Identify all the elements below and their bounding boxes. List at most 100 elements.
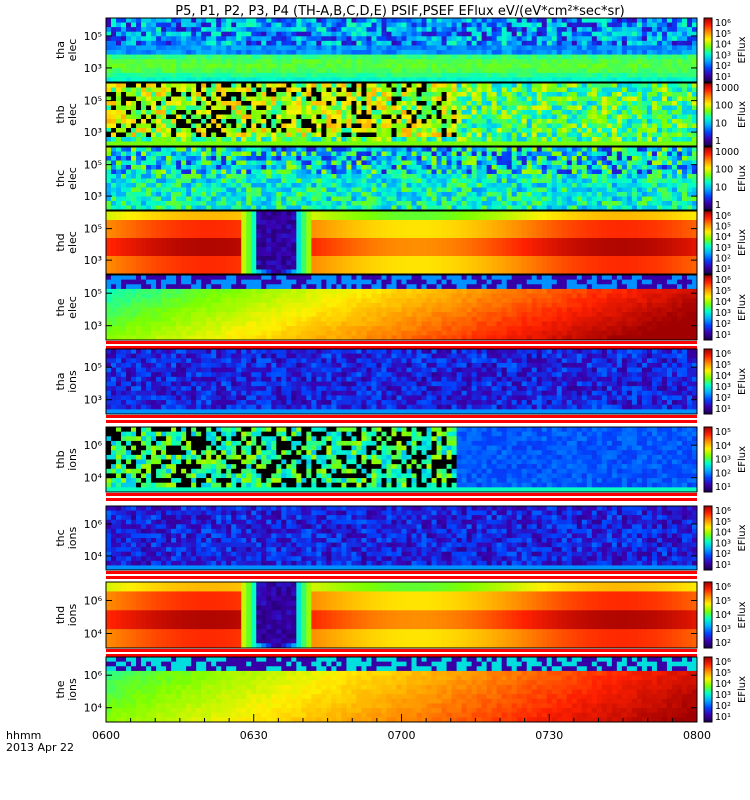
spectrogram-cell — [516, 31, 523, 37]
spectrogram-cell — [681, 18, 688, 23]
spectrogram-cell — [606, 192, 613, 197]
spectrogram-cell — [171, 205, 177, 211]
spectrogram-cell — [281, 72, 287, 78]
spectrogram-cell — [396, 63, 402, 69]
spectrogram-cell — [501, 36, 508, 42]
spectrogram-cell — [276, 205, 282, 211]
spectrogram-cell — [396, 22, 402, 28]
spectrogram-cell — [151, 110, 157, 115]
spectrogram-cell — [181, 156, 187, 161]
spectrogram-cell — [211, 87, 217, 93]
spectrogram-cell — [121, 178, 127, 184]
spectrogram-cell — [556, 141, 563, 147]
spectrogram-cell — [166, 132, 172, 138]
spectrogram-cell — [621, 165, 628, 170]
spectrogram-cell — [226, 183, 232, 188]
spectrogram-cell — [616, 160, 623, 166]
spectrogram-cell — [171, 87, 177, 93]
spectrogram-cell — [381, 128, 387, 133]
spectrogram-cell — [456, 110, 462, 115]
spectrogram-cell — [401, 96, 407, 102]
spectrogram-cell — [666, 87, 673, 93]
spectrogram-cell — [491, 36, 498, 42]
spectrogram-cell — [586, 96, 593, 102]
spectrogram-cell — [501, 119, 508, 124]
spectrogram-cell — [316, 201, 322, 206]
spectrogram-cell — [226, 178, 232, 184]
spectrogram-cell — [426, 114, 432, 120]
spectrogram-cell — [641, 101, 648, 106]
spectrogram-cell — [631, 101, 638, 106]
spectrogram-cell — [686, 187, 693, 193]
spectrogram-cell — [566, 147, 573, 152]
spectrogram-cell — [171, 59, 177, 65]
spectrogram-cell — [371, 31, 377, 37]
colorbar-tick-label: 10⁶ — [715, 18, 731, 29]
spectrogram-cell — [661, 147, 668, 152]
spectrogram-cell — [341, 50, 347, 55]
spectrogram-cell — [306, 101, 312, 106]
spectrogram-cell — [691, 169, 698, 175]
spectrogram-cell — [516, 22, 523, 28]
spectrogram-cell — [411, 160, 417, 166]
spectrogram-cell — [401, 165, 407, 170]
spectrogram-cell — [646, 63, 653, 69]
spectrogram-cell — [606, 178, 613, 184]
spectrogram-cell — [611, 96, 618, 102]
spectrogram-cell — [501, 22, 508, 28]
spectrogram-cell — [286, 77, 292, 83]
spectrogram-cell — [281, 50, 287, 55]
spectrogram-cell — [446, 174, 452, 179]
spectrogram-cell — [116, 151, 122, 157]
spectrogram-cell — [576, 156, 583, 161]
spectrogram-cell — [366, 123, 372, 129]
spectrogram-cell — [386, 187, 392, 193]
spectrogram-cell — [311, 87, 317, 93]
spectrogram-cell — [156, 192, 162, 197]
spectrogram-cell — [676, 201, 683, 206]
spectrogram-cell — [561, 101, 568, 106]
spectrogram-cell — [526, 165, 533, 170]
spectrogram-cell — [296, 96, 302, 102]
spectrogram-cell — [181, 192, 187, 197]
spectrogram-cell — [646, 45, 653, 51]
spectrogram-cell — [516, 178, 523, 184]
spectrogram-cell — [631, 54, 638, 60]
spectrogram-cell — [271, 27, 277, 33]
spectrogram-cell — [371, 22, 377, 28]
spectrogram-cell — [126, 77, 132, 83]
spectrogram-cell — [491, 160, 498, 166]
spectrogram-cell — [221, 183, 227, 188]
spectrogram-cell — [196, 63, 202, 69]
spectrogram-cell — [301, 174, 307, 179]
spectrogram-cell — [196, 123, 202, 129]
spectrogram-cell — [671, 151, 678, 157]
spectrogram-cell — [206, 87, 212, 93]
spectrogram-cell — [511, 110, 518, 115]
spectrogram-cell — [641, 87, 648, 93]
spectrogram-cell — [136, 36, 142, 42]
spectrogram-cell — [246, 147, 252, 152]
spectrogram-cell — [591, 105, 598, 111]
spectrogram-cell — [106, 101, 112, 106]
spectrogram-cell — [371, 128, 377, 133]
spectrogram-cell — [601, 174, 608, 179]
spectrogram-cell — [531, 72, 538, 78]
spectrogram-cell — [181, 50, 187, 55]
spectrogram-cell — [501, 72, 508, 78]
spectrogram-cell — [266, 201, 272, 206]
spectrogram-cell — [166, 63, 172, 69]
spectrogram-cell — [336, 50, 342, 55]
spectrogram-cell — [391, 40, 397, 46]
spectrogram-cell — [551, 141, 558, 147]
spectrogram-cell — [121, 96, 127, 102]
spectrogram-cell — [341, 160, 347, 166]
spectrogram-cell — [431, 169, 437, 175]
spectrogram-cell — [471, 45, 478, 51]
spectrogram-cell — [106, 96, 112, 102]
spectrogram-cell — [151, 77, 157, 83]
spectrogram-cell — [521, 151, 528, 157]
spectrogram-cell — [306, 165, 312, 170]
spectrogram-cell — [321, 54, 327, 60]
spectrogram-cell — [486, 141, 493, 147]
